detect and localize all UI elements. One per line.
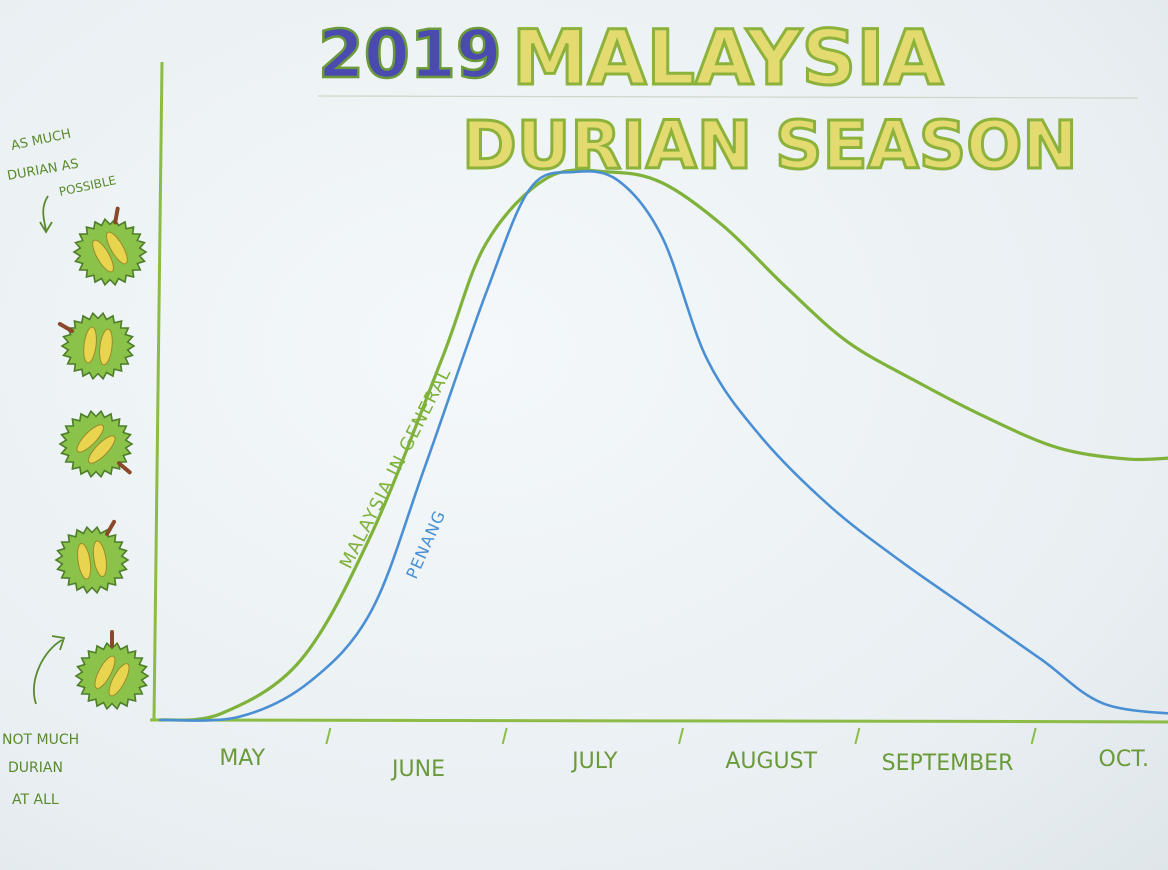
series-line-malaysia-in-general	[158, 168, 1168, 722]
x-tick-labels: MAY JUNE JULY AUGUST SEPTEMBER OCT.	[219, 746, 1149, 782]
chart-title: 2019 MALAYSIA DURIAN SEASON	[317, 12, 1139, 186]
y-label-bottom: NOT MUCH DURIAN AT ALL	[2, 635, 79, 808]
durian-icon	[74, 630, 150, 711]
x-tick	[501, 727, 508, 745]
y-label-top-line-3: POSSIBLE	[58, 173, 118, 199]
x-tick	[1030, 727, 1037, 745]
y-label-bottom-line-1: NOT MUCH	[2, 732, 79, 748]
x-ticks	[325, 727, 1037, 745]
x-tick	[678, 727, 684, 745]
durian-icon	[57, 311, 136, 381]
x-tick-label: SEPTEMBER	[882, 751, 1014, 776]
series-lines	[158, 168, 1168, 722]
series-label-penang: PENANG	[402, 507, 449, 581]
y-axis	[152, 61, 164, 721]
y-label-bottom-line-3: AT ALL	[12, 792, 59, 808]
series-line-penang	[158, 169, 1168, 722]
x-tick-label: JUNE	[390, 757, 445, 782]
title-year: 2019	[318, 16, 502, 93]
x-tick-label: JULY	[570, 749, 618, 774]
title-line-1: MALAYSIA	[512, 13, 943, 102]
arrow-up-icon	[33, 635, 66, 705]
durian-icon	[54, 519, 130, 595]
x-tick	[325, 727, 332, 745]
x-tick-label: AUGUST	[725, 749, 817, 774]
y-label-top-line-1: AS MUCH	[10, 127, 73, 154]
durian-icon	[72, 206, 148, 287]
axes	[149, 61, 1168, 724]
x-tick-label: OCT.	[1099, 747, 1150, 772]
title-guideline	[317, 95, 1139, 99]
y-label-bottom-line-2: DURIAN	[8, 760, 63, 776]
x-tick	[854, 727, 861, 745]
x-tick-label: MAY	[219, 746, 265, 771]
y-label-top-line-2: DURIAN AS	[6, 157, 80, 184]
y-label-top: AS MUCH DURIAN AS POSSIBLE	[6, 127, 118, 234]
durian-scale	[54, 206, 150, 711]
arrow-down-icon	[39, 195, 53, 234]
durian-icon	[58, 409, 134, 479]
x-axis	[149, 718, 1168, 724]
